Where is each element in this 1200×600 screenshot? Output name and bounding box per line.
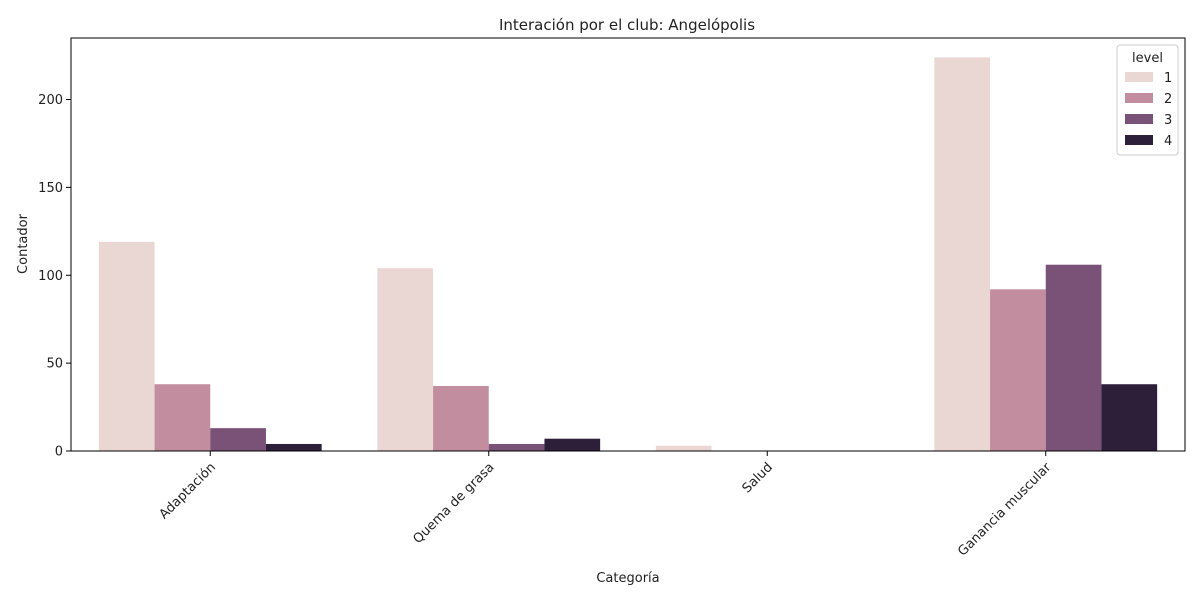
bar-3-3 xyxy=(1045,264,1102,451)
legend-title: level xyxy=(1132,51,1163,66)
y-axis-label: Contador xyxy=(16,213,31,274)
plot-frame xyxy=(70,37,1186,452)
bar-3-0 xyxy=(210,428,266,451)
legend-swatch-4 xyxy=(1125,135,1153,145)
legend-swatch-1 xyxy=(1125,72,1153,82)
x-tick-label: Salud xyxy=(740,460,776,496)
legend-label-3: 3 xyxy=(1164,113,1172,128)
x-tick-label: Ganancia muscular xyxy=(955,460,1055,560)
bar-4-1 xyxy=(544,438,601,451)
x-tick-label: Adaptación xyxy=(157,460,219,522)
bar-4-3 xyxy=(1101,384,1158,451)
legend-swatch-3 xyxy=(1125,114,1153,124)
legend-swatch-2 xyxy=(1125,93,1153,103)
legend-label-1: 1 xyxy=(1164,71,1172,86)
bar-2-1 xyxy=(433,385,489,451)
y-tick-label: 100 xyxy=(38,269,63,284)
bars-group xyxy=(98,57,1158,451)
bar-1-1 xyxy=(377,268,434,451)
legend-label-4: 4 xyxy=(1164,134,1172,149)
bar-2-0 xyxy=(154,384,211,451)
bar-2-3 xyxy=(990,289,1046,451)
x-tick-label: Quema de grasa xyxy=(410,460,497,547)
bar-1-0 xyxy=(98,241,155,451)
x-axis-label: Categoría xyxy=(596,571,659,586)
chart-title: Interación por el club: Angelópolis xyxy=(499,16,755,34)
bar-3-1 xyxy=(488,443,545,451)
y-tick-label: 50 xyxy=(46,357,63,372)
y-tick-label: 200 xyxy=(38,93,63,108)
bar-1-2 xyxy=(655,445,712,451)
bar-1-3 xyxy=(934,57,991,451)
bar-4-0 xyxy=(265,443,322,451)
y-tick-label: 0 xyxy=(55,445,63,460)
legend-label-2: 2 xyxy=(1164,92,1172,107)
y-tick-label: 150 xyxy=(38,181,63,196)
